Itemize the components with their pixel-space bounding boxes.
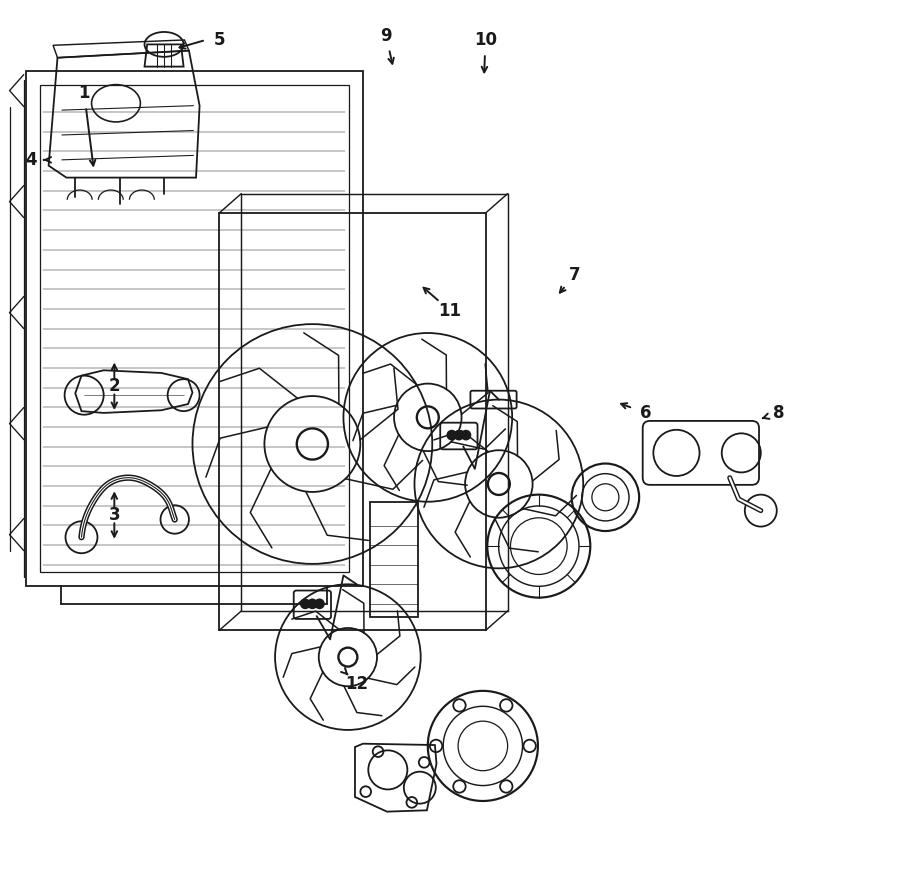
Circle shape [462, 431, 471, 440]
Circle shape [447, 431, 456, 440]
Text: 12: 12 [346, 675, 368, 693]
Text: 8: 8 [773, 404, 784, 422]
Text: 4: 4 [25, 151, 37, 169]
Text: 11: 11 [438, 302, 462, 320]
Text: 7: 7 [569, 266, 580, 284]
Text: 2: 2 [109, 377, 120, 395]
Text: 3: 3 [109, 506, 120, 524]
Text: 6: 6 [640, 404, 651, 422]
Text: 1: 1 [78, 84, 90, 102]
Circle shape [454, 431, 464, 440]
Text: 9: 9 [381, 27, 392, 44]
Text: 5: 5 [213, 31, 225, 49]
Circle shape [301, 599, 310, 608]
Text: 10: 10 [474, 31, 497, 49]
Circle shape [315, 599, 324, 608]
Circle shape [308, 599, 317, 608]
